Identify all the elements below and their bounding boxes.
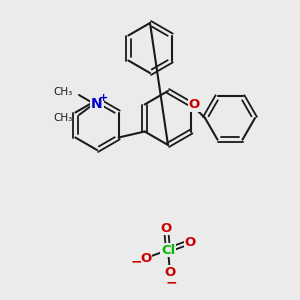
Text: O: O <box>164 266 175 278</box>
Text: CH₃: CH₃ <box>54 87 73 97</box>
Text: O: O <box>189 98 200 111</box>
Text: O: O <box>140 251 152 265</box>
Text: O: O <box>160 221 172 235</box>
Text: +: + <box>99 93 109 103</box>
Text: N: N <box>91 97 103 111</box>
Text: O: O <box>184 236 196 248</box>
Text: −: − <box>131 254 142 268</box>
Text: CH₃: CH₃ <box>54 113 73 123</box>
Text: −: − <box>165 275 177 289</box>
Text: Cl: Cl <box>161 244 175 256</box>
